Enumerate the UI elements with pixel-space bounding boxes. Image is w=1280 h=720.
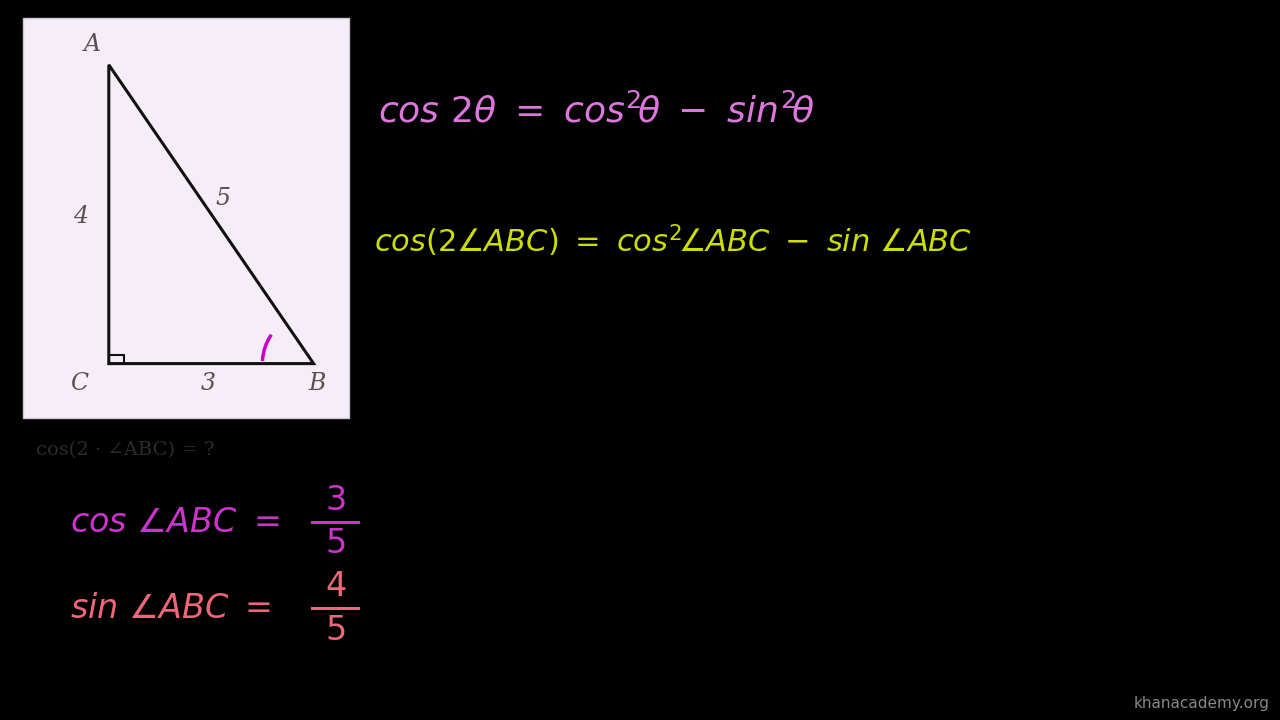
Text: 3: 3 <box>201 372 216 395</box>
Text: $cos\ 2\theta\ =\ cos^2\!\theta\ -\ sin^2\!\theta$: $cos\ 2\theta\ =\ cos^2\!\theta\ -\ sin^… <box>378 94 814 130</box>
Text: 5: 5 <box>215 186 230 210</box>
Text: C: C <box>70 372 88 395</box>
Text: khanacademy.org: khanacademy.org <box>1134 696 1270 711</box>
Text: $3$: $3$ <box>325 484 346 517</box>
Text: cos(2 · ∠ABC) = ?: cos(2 · ∠ABC) = ? <box>36 441 215 459</box>
Text: $4$: $4$ <box>325 570 346 603</box>
Text: A: A <box>83 33 101 56</box>
Text: B: B <box>308 372 326 395</box>
Text: $cos\ \angle ABC\ =$: $cos\ \angle ABC\ =$ <box>70 505 280 539</box>
Text: $sin\ \angle ABC\ =$: $sin\ \angle ABC\ =$ <box>70 592 271 625</box>
Text: 4: 4 <box>73 204 88 228</box>
Text: $cos(2\angle ABC)\ =\ cos^2\!\angle ABC\ -\ sin\ \angle ABC$: $cos(2\angle ABC)\ =\ cos^2\!\angle ABC\… <box>374 223 972 259</box>
Text: $5$: $5$ <box>325 527 346 560</box>
FancyBboxPatch shape <box>23 18 349 418</box>
Text: $5$: $5$ <box>325 613 346 647</box>
